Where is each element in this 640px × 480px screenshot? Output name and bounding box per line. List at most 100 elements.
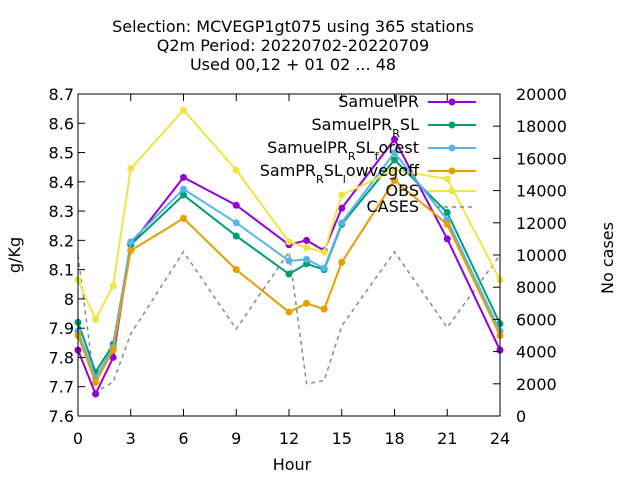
data-point	[232, 166, 240, 174]
x-tick-label: 18	[384, 429, 404, 448]
data-point	[232, 201, 240, 209]
data-point	[391, 135, 398, 143]
x-tick-label: 3	[126, 429, 136, 448]
legend-marker	[448, 98, 456, 106]
legend-label-cases: CASES	[366, 197, 419, 216]
data-point	[443, 220, 451, 228]
axes: 0 3 6 9 12 15 18 21 24 7.6 7.7 7.8 7.9 8 8.1 8.2 8.3 8.4 8…	[49, 85, 567, 448]
y-tick-label: 7.7	[49, 378, 74, 397]
data-point	[109, 282, 117, 290]
x-tick-label: 9	[231, 429, 241, 448]
y-tick-label: 8	[64, 290, 74, 309]
data-point	[320, 305, 328, 313]
data-point	[180, 214, 187, 222]
legend-label: SamuelPR	[338, 92, 419, 111]
data-point	[303, 236, 311, 244]
x-axis-label: Hour	[273, 455, 312, 474]
data-point	[109, 346, 117, 354]
data-point	[443, 209, 451, 217]
y-tick-label: 8.7	[49, 85, 74, 104]
y2-tick-label: 12000	[516, 214, 567, 233]
data-point	[180, 185, 187, 193]
data-point	[127, 165, 135, 173]
x-tick-label: 0	[73, 429, 83, 448]
y2-tick-label: 20000	[516, 85, 567, 104]
data-point	[320, 264, 328, 272]
data-point	[232, 232, 240, 240]
data-point	[338, 204, 346, 212]
data-point	[232, 219, 240, 227]
data-point	[232, 266, 240, 274]
y-tick-label: 8.1	[49, 261, 74, 280]
x-tick-label: 24	[490, 429, 510, 448]
data-point	[285, 257, 293, 265]
data-point	[285, 308, 293, 316]
x-tick-label: 6	[178, 429, 188, 448]
title-line-1: Selection: MCVEGP1gt075 using 365 statio…	[112, 17, 474, 36]
legend-label: SamPRRSLlowvegoff	[260, 161, 420, 186]
y-tick-label: 8.5	[49, 144, 74, 163]
legend-marker	[448, 121, 456, 129]
legend-marker	[448, 167, 456, 175]
y2-tick-label: 14000	[516, 182, 567, 201]
series-line	[77, 150, 501, 381]
series-line	[77, 178, 501, 385]
cases-line	[77, 249, 501, 394]
cases-layer	[77, 249, 501, 394]
data-point	[391, 166, 398, 174]
data-point	[320, 248, 328, 256]
data-point	[180, 106, 187, 114]
data-point	[303, 244, 311, 252]
data-point	[391, 176, 398, 184]
chart-title: Selection: MCVEGP1gt075 using 365 statio…	[112, 17, 474, 74]
y2-tick-label: 0	[516, 407, 526, 426]
data-point	[443, 235, 451, 243]
series-OBS	[74, 106, 504, 323]
x-tick-label: 15	[332, 429, 352, 448]
legend-label: SamuelPRRSLforest	[267, 138, 419, 163]
y-tick-label: 8.2	[49, 231, 74, 250]
legend: SamuelPR SamuelPRRSLSamuelPRRSLforestSamP…	[260, 92, 476, 216]
data-point	[127, 238, 135, 246]
data-point	[443, 175, 451, 183]
data-point	[303, 299, 311, 307]
title-line-3: Used 00,12 + 01 02 ... 48	[190, 55, 396, 74]
data-point	[180, 191, 187, 199]
data-point	[92, 315, 100, 323]
data-point	[303, 255, 311, 263]
legend-marker	[448, 144, 456, 152]
data-point	[109, 353, 117, 361]
legend-label: SamuelPRRSL	[312, 115, 420, 140]
data-point	[285, 270, 293, 278]
legend-marker	[448, 187, 456, 195]
data-point	[338, 191, 346, 199]
y2-tick-label: 8000	[516, 278, 557, 297]
series-layer	[74, 106, 504, 398]
x-tick-label: 12	[279, 429, 299, 448]
data-point	[285, 238, 293, 246]
title-line-2: Q2m Period: 20220702-20220709	[157, 36, 429, 55]
y2-tick-label: 10000	[516, 246, 567, 265]
data-point	[92, 378, 100, 386]
y2-tick-label: 18000	[516, 117, 567, 136]
legend-label: OBS	[386, 181, 419, 200]
data-point	[391, 149, 398, 157]
y-tick-label: 8.6	[49, 114, 74, 133]
y2-tick-label: 2000	[516, 375, 557, 394]
y-tick-label: 7.9	[49, 319, 74, 338]
data-point	[391, 156, 398, 164]
data-point	[338, 258, 346, 266]
data-point	[338, 219, 346, 227]
series-SamuelPR_RSL_forest	[74, 149, 504, 382]
x-tick-label: 21	[437, 429, 457, 448]
y-tick-label: 7.8	[49, 348, 74, 367]
y-tick-label: 8.3	[49, 202, 74, 221]
series-SamPR_RSL_lowvegoff	[74, 176, 504, 386]
y-axis-label: g/Kg	[5, 237, 24, 273]
y2-tick-label: 16000	[516, 149, 567, 168]
y-tick-label: 7.6	[49, 407, 74, 426]
y2-axis-label: No cases	[598, 222, 617, 294]
data-point	[92, 390, 100, 398]
y2-tick-label: 6000	[516, 310, 557, 329]
